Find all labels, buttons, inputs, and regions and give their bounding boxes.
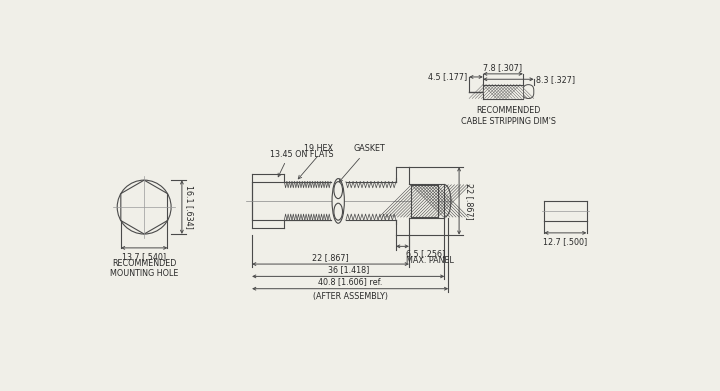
Text: MAX. PANEL: MAX. PANEL	[406, 256, 454, 265]
Ellipse shape	[334, 182, 343, 199]
Bar	[483, 84, 523, 99]
Text: 22 [.867]: 22 [.867]	[312, 253, 349, 262]
Text: 4.5 [.177]: 4.5 [.177]	[428, 72, 467, 81]
Text: RECOMMENDED
MOUNTING HOLE: RECOMMENDED MOUNTING HOLE	[110, 259, 179, 278]
Bar	[411, 185, 438, 217]
Text: 40.8 [1.606] ref.: 40.8 [1.606] ref.	[318, 277, 382, 286]
Text: 36 [1.418]: 36 [1.418]	[328, 265, 369, 274]
Text: 7.8 [.307]: 7.8 [.307]	[483, 63, 523, 72]
Text: 6.5 [.256]: 6.5 [.256]	[406, 249, 446, 258]
Ellipse shape	[334, 203, 343, 220]
Text: (AFTER ASSEMBLY): (AFTER ASSEMBLY)	[312, 292, 387, 301]
Text: 13.7 [.540]: 13.7 [.540]	[122, 252, 166, 261]
Text: 19 HEX: 19 HEX	[305, 144, 333, 153]
FancyBboxPatch shape	[523, 84, 534, 99]
Text: 8.3 [.327]: 8.3 [.327]	[536, 75, 575, 84]
Text: GASKET: GASKET	[353, 144, 385, 153]
Text: 16.1 [.634]: 16.1 [.634]	[185, 185, 194, 229]
Text: RECOMMENDED
CABLE STRIPPING DIM'S: RECOMMENDED CABLE STRIPPING DIM'S	[461, 106, 556, 126]
Text: 22 [.867]: 22 [.867]	[464, 183, 474, 219]
Ellipse shape	[332, 179, 344, 223]
Text: 12.7 [.500]: 12.7 [.500]	[543, 237, 588, 246]
Text: 13.45 ON FLATS: 13.45 ON FLATS	[271, 151, 334, 160]
